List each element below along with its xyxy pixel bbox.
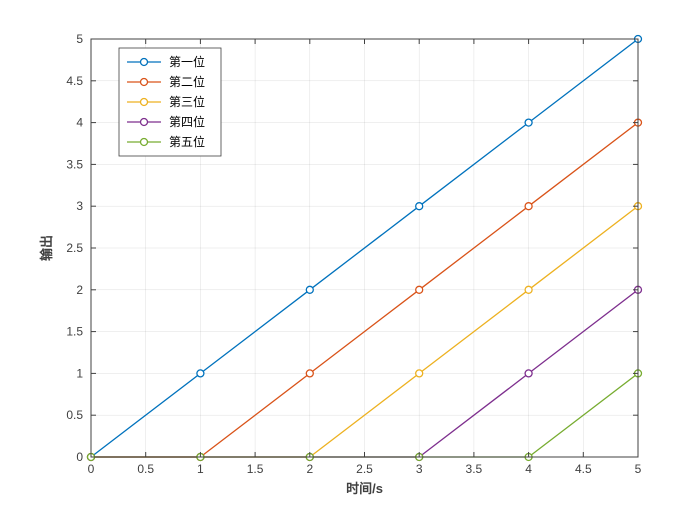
y-tick-label: 4.5 bbox=[66, 74, 83, 88]
x-tick-label: 2 bbox=[306, 462, 313, 476]
y-tick-label: 3.5 bbox=[66, 157, 83, 171]
y-tick-label: 3 bbox=[76, 199, 83, 213]
x-tick-label: 3.5 bbox=[466, 462, 483, 476]
marker-icon bbox=[197, 370, 204, 377]
legend: 第一位第二位第三位第四位第五位 bbox=[119, 48, 221, 156]
x-tick-label: 4 bbox=[525, 462, 532, 476]
y-tick-label: 5 bbox=[76, 32, 83, 46]
marker-icon bbox=[525, 119, 532, 126]
x-tick-label: 1 bbox=[197, 462, 204, 476]
x-tick-label: 0.5 bbox=[137, 462, 154, 476]
line-chart: 0 0.5 1 1.5 2 2.5 3 3.5 4 4.5 5 0 0.5 1 1.5 2 2.5 3 3.5 4 4.… bbox=[0, 0, 700, 525]
legend-marker-icon bbox=[141, 79, 148, 86]
x-tick-label: 1.5 bbox=[247, 462, 264, 476]
legend-marker-icon bbox=[141, 139, 148, 146]
y-tick-label: 2.5 bbox=[66, 241, 83, 255]
legend-marker-icon bbox=[141, 99, 148, 106]
y-tick-label: 0 bbox=[76, 450, 83, 464]
marker-icon bbox=[525, 203, 532, 210]
legend-label: 第二位 bbox=[169, 74, 205, 89]
x-tick-label: 3 bbox=[416, 462, 423, 476]
legend-label: 第四位 bbox=[169, 114, 205, 129]
legend-label: 第三位 bbox=[169, 94, 205, 109]
y-tick-label: 4 bbox=[76, 116, 83, 130]
x-tick-label: 2.5 bbox=[356, 462, 373, 476]
legend-marker-icon bbox=[141, 59, 148, 66]
x-tick-label: 5 bbox=[635, 462, 642, 476]
x-axis-label: 时间/s bbox=[346, 481, 383, 496]
legend-label: 第一位 bbox=[169, 54, 205, 69]
y-tick-label: 1 bbox=[76, 366, 83, 380]
chart-svg: 0 0.5 1 1.5 2 2.5 3 3.5 4 4.5 5 0 0.5 1 1.5 2 2.5 3 3.5 4 4.… bbox=[0, 0, 700, 525]
marker-icon bbox=[525, 286, 532, 293]
marker-icon bbox=[416, 370, 423, 377]
x-tick-label: 4.5 bbox=[575, 462, 592, 476]
marker-icon bbox=[416, 203, 423, 210]
marker-icon bbox=[416, 286, 423, 293]
legend-label: 第五位 bbox=[169, 134, 205, 149]
marker-icon bbox=[306, 370, 313, 377]
y-tick-label: 0.5 bbox=[66, 408, 83, 422]
legend-marker-icon bbox=[141, 119, 148, 126]
y-tick-label: 2 bbox=[76, 283, 83, 297]
y-tick-label: 1.5 bbox=[66, 325, 83, 339]
marker-icon bbox=[306, 286, 313, 293]
y-axis-label: 输出 bbox=[39, 235, 54, 261]
x-tick-label: 0 bbox=[88, 462, 95, 476]
marker-icon bbox=[525, 370, 532, 377]
